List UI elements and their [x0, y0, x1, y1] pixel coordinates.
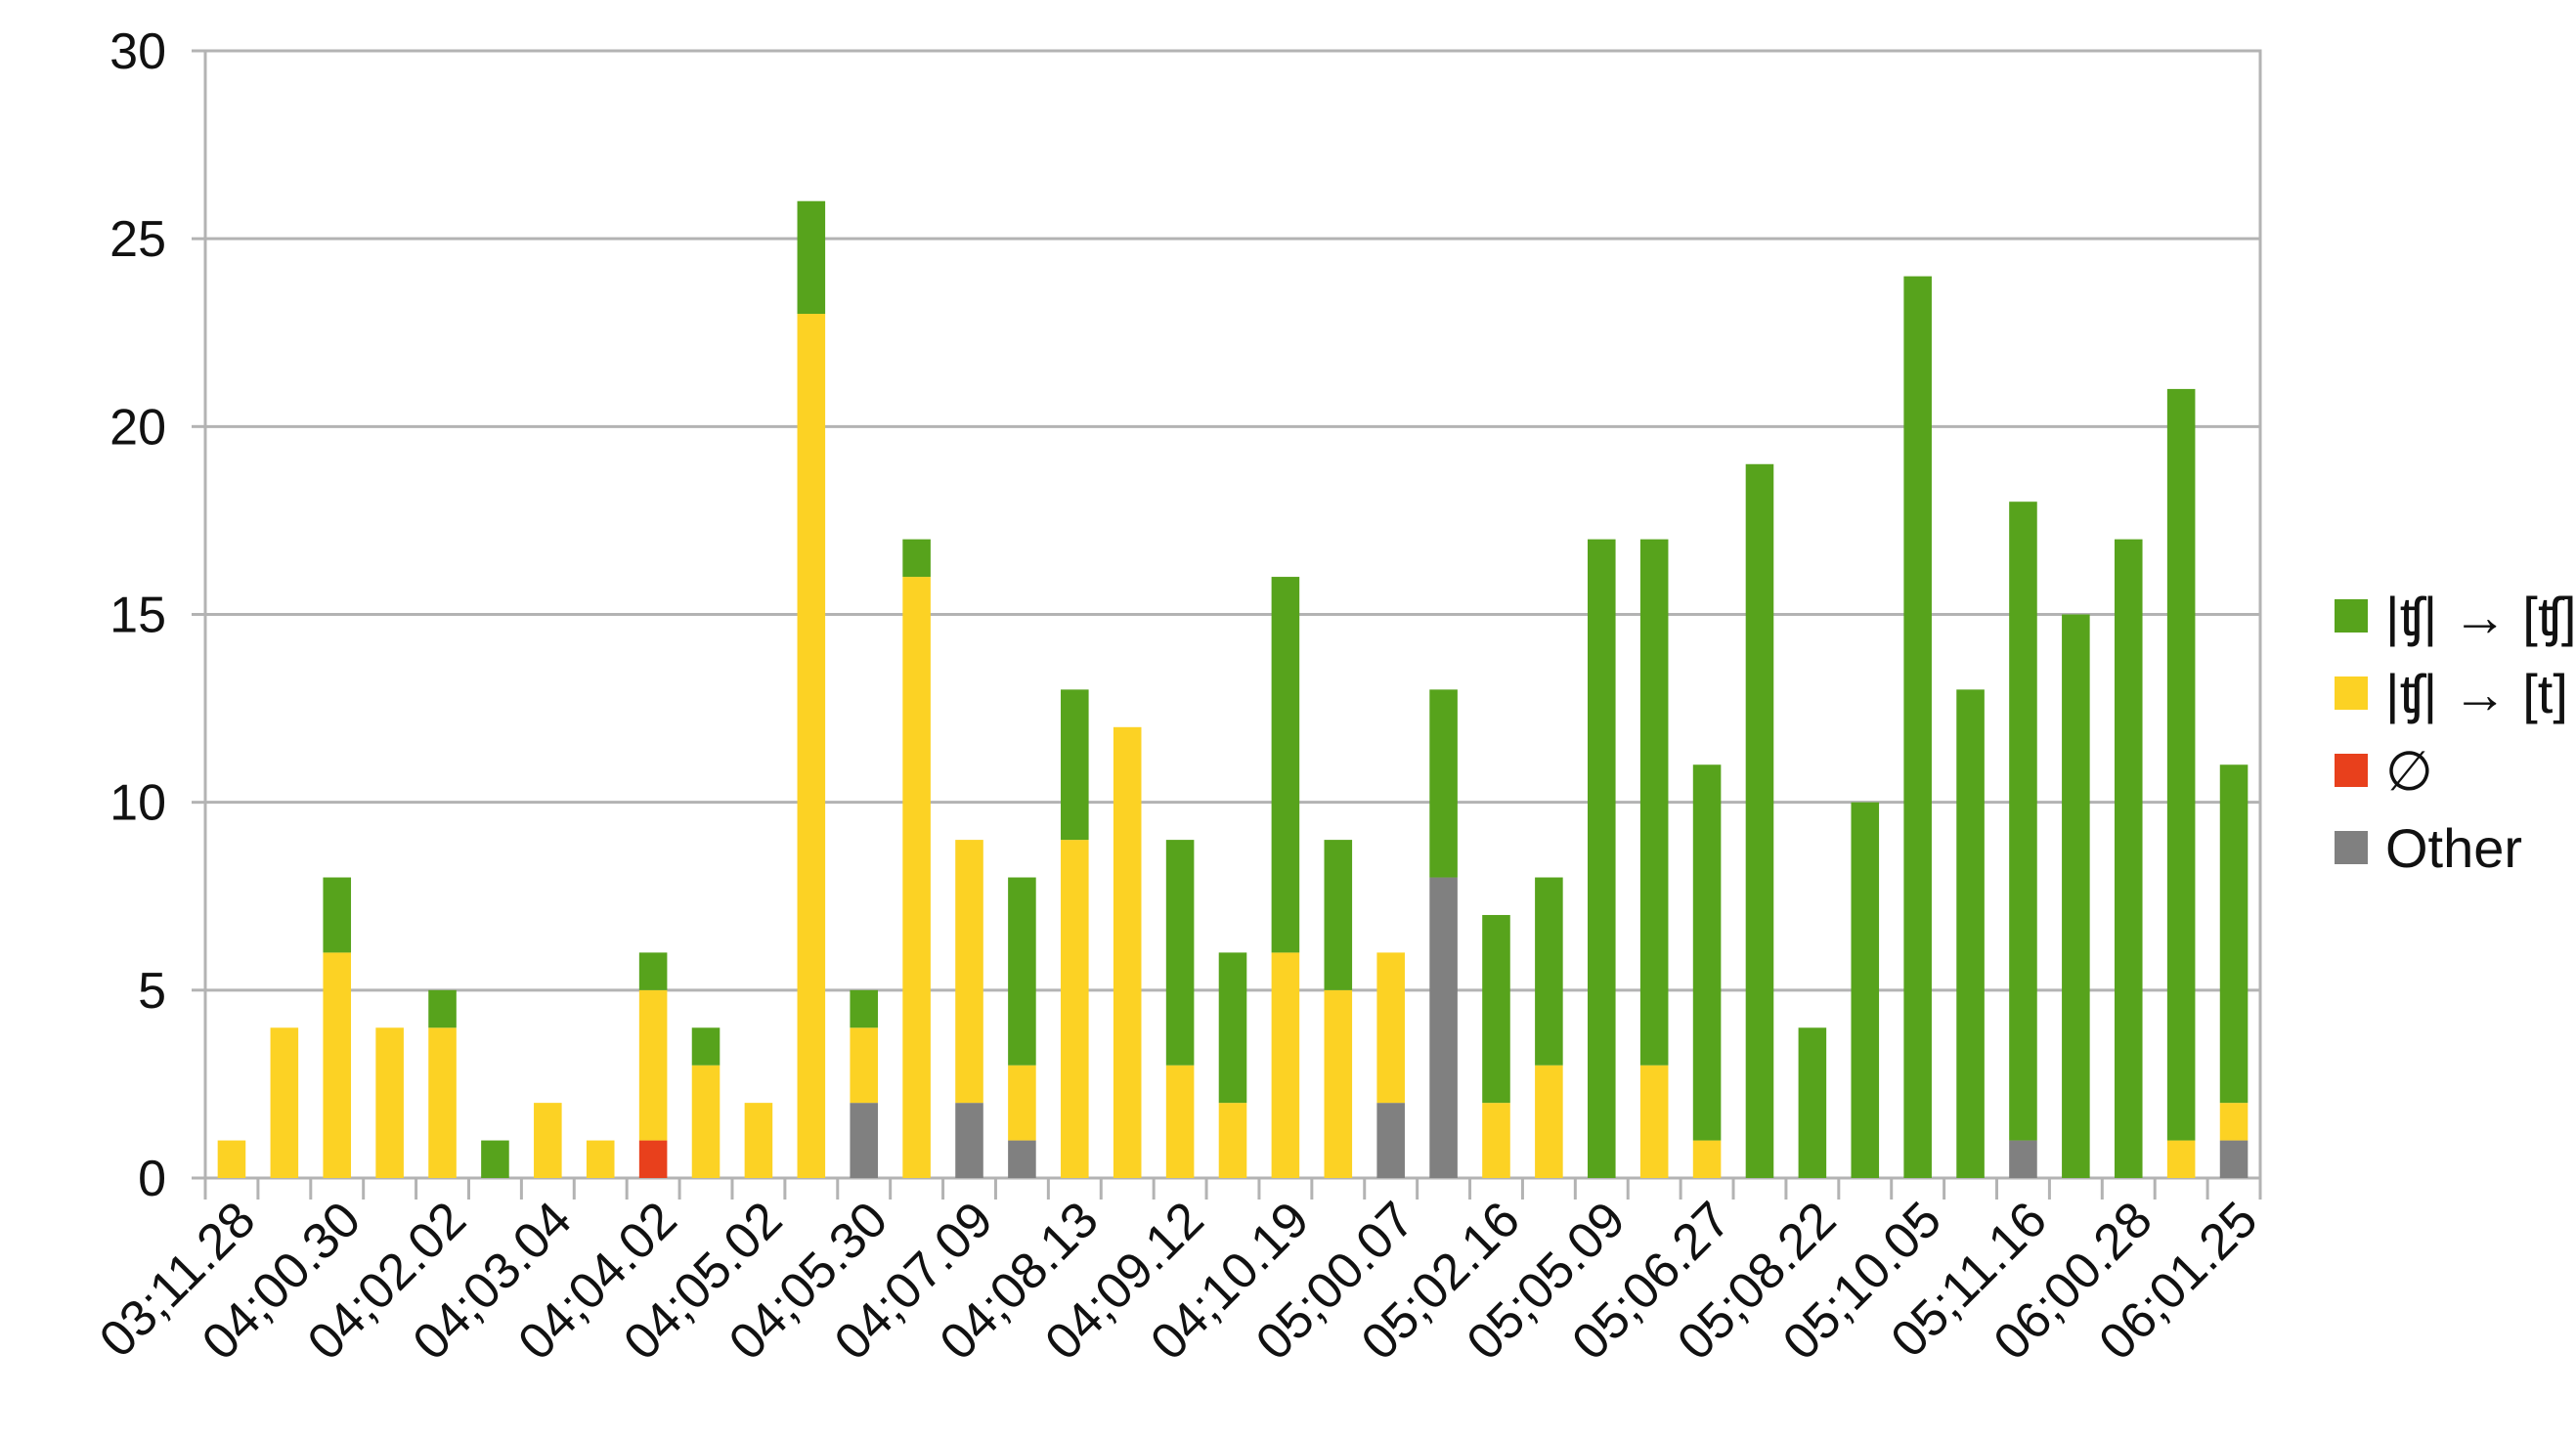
bar-segment [217, 1140, 246, 1178]
bar-segment [323, 952, 352, 1178]
bar-segment [428, 1027, 457, 1178]
bars [217, 200, 2249, 1179]
legend-swatch [2335, 831, 2368, 864]
bar-segment [850, 1027, 879, 1104]
bar-segment [1008, 1065, 1036, 1141]
bar-segment [902, 539, 931, 578]
bar-segment [955, 840, 983, 1104]
bar-segment [1692, 764, 1722, 1141]
bar-segment [1482, 1103, 1510, 1178]
bar-segment [270, 1027, 299, 1178]
bar-segment [1324, 989, 1353, 1178]
bar-segment [481, 1140, 509, 1178]
bar-segment [1798, 1027, 1827, 1178]
y-tick-label: 30 [109, 23, 166, 80]
legend-label: |ʧ| → [ʧ] [2385, 586, 2576, 647]
legend-swatch [2335, 599, 2368, 633]
bar-segment [1061, 689, 1089, 841]
bar-segment [1587, 539, 1616, 1178]
bar-segment [1376, 1103, 1405, 1178]
bar-segment [691, 1027, 720, 1066]
bar-segment [586, 1140, 615, 1178]
bar-segment [638, 989, 668, 1141]
bar-segment [2219, 764, 2249, 1104]
bar-segment [1535, 877, 1563, 1066]
bar-segment [1639, 539, 1669, 1066]
bar-segment [534, 1103, 562, 1178]
bar-segment [2009, 502, 2037, 1141]
bar-segment [850, 1103, 879, 1178]
bar-segment [638, 952, 668, 990]
legend-item: |ʧ| → [t] [2335, 663, 2568, 724]
legend-label: Other [2385, 817, 2522, 879]
bar-segment [1324, 840, 1353, 990]
bar-segment [375, 1027, 404, 1178]
legend-item: |ʧ| → [ʧ] [2335, 586, 2576, 647]
bar-segment [1639, 1065, 1669, 1178]
bar-segment [902, 577, 931, 1178]
bar-segment [2009, 1140, 2037, 1178]
y-tick-label: 25 [109, 211, 166, 268]
bar-segment [1271, 952, 1300, 1178]
bar-segment [1535, 1065, 1563, 1178]
bar-segment [1061, 840, 1089, 1178]
bar-segment [638, 1140, 668, 1178]
legend-swatch [2335, 754, 2368, 787]
bar-segment [1903, 276, 1932, 1179]
legend-label: ∅ [2385, 740, 2433, 802]
bar-segment [2062, 614, 2090, 1178]
bar-segment [1692, 1140, 1722, 1178]
bar-segment [1956, 689, 1985, 1178]
bar-segment [1008, 877, 1036, 1066]
y-tick-label: 10 [109, 775, 166, 832]
bar-segment [797, 314, 826, 1178]
bar-segment [323, 877, 352, 953]
legend-item: ∅ [2335, 740, 2433, 802]
bar-segment [691, 1065, 720, 1178]
legend: |ʧ| → [ʧ] |ʧ| → [t] ∅ Other [2335, 586, 2576, 879]
bar-segment [1165, 1065, 1195, 1178]
bar-segment [744, 1103, 773, 1178]
y-tick-label: 5 [138, 963, 166, 1020]
bar-segment [1376, 952, 1405, 1104]
bar-segment [2166, 1140, 2196, 1178]
bar-segment [1218, 1103, 1247, 1178]
bar-segment [1851, 802, 1880, 1178]
bar-segment [2219, 1140, 2249, 1178]
y-tick-label: 0 [138, 1151, 166, 1207]
bar-segment [2114, 539, 2143, 1178]
bar-segment [1482, 914, 1510, 1104]
bar-segment [1745, 463, 1774, 1178]
y-tick-label: 20 [109, 399, 166, 456]
bar-segment [2166, 388, 2196, 1141]
legend-label: |ʧ| → [t] [2385, 663, 2568, 724]
bar-segment [1429, 689, 1458, 878]
bar-segment [2219, 1103, 2249, 1141]
bar-segment [1113, 726, 1142, 1178]
legend-item: Other [2335, 817, 2522, 879]
bar-segment [1218, 952, 1247, 1104]
bar-segment [428, 989, 457, 1028]
y-tick-label: 15 [109, 588, 166, 644]
grid [203, 49, 2262, 1180]
bar-segment [955, 1103, 983, 1178]
bar-segment [850, 989, 879, 1028]
legend-swatch [2335, 676, 2368, 710]
bar-segment [797, 200, 826, 315]
bar-segment [1008, 1140, 1036, 1178]
bar-segment [1271, 577, 1300, 953]
bar-segment [1429, 877, 1458, 1178]
bar-segment [1165, 840, 1195, 1066]
